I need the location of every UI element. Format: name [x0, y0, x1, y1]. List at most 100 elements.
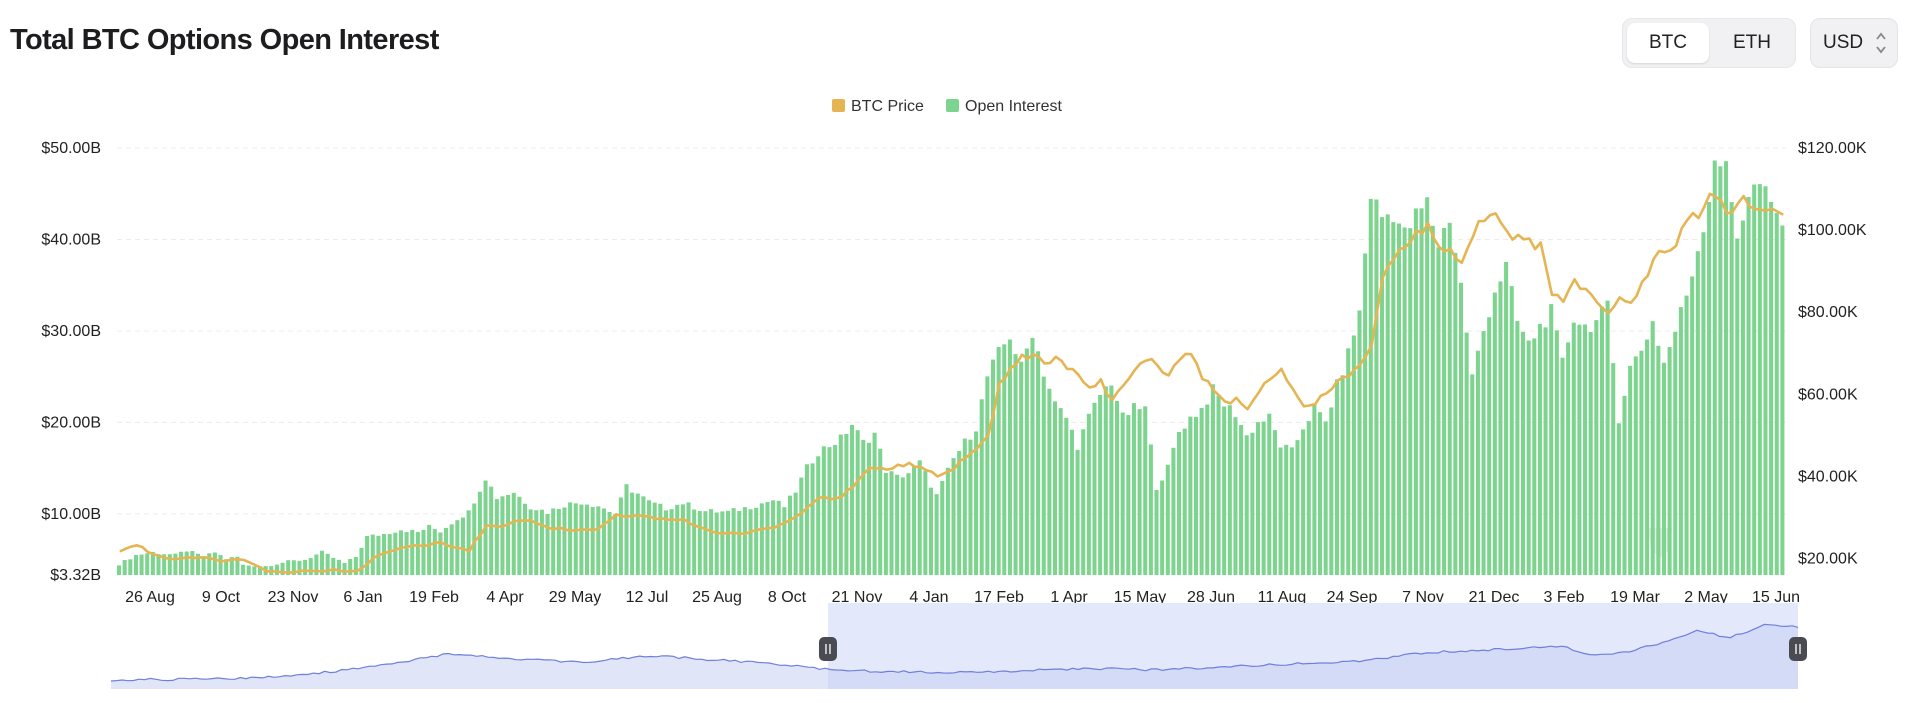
y-left-tick-label: $20.00B — [41, 414, 101, 431]
oi-bar — [866, 442, 871, 575]
btc-price-line — [119, 192, 1784, 574]
oi-bar — [1633, 356, 1638, 575]
oi-bar — [1086, 413, 1091, 575]
oi-bar — [1081, 429, 1086, 575]
oi-bar — [1103, 386, 1108, 575]
oi-bar — [974, 431, 979, 575]
oi-bar — [1543, 327, 1548, 575]
oi-bar — [1498, 281, 1503, 575]
x-axis: 26 Aug 9 Oct 23 Nov 6 Jan 19 Feb 4 Apr 29 May 1… — [125, 589, 1800, 606]
oi-bar — [1193, 416, 1199, 575]
oi-bar — [1216, 395, 1221, 575]
oi-bar — [1002, 344, 1007, 575]
oi-bar — [1458, 282, 1464, 575]
x-tick-label: 19 Mar — [1610, 589, 1660, 606]
oi-bar — [1622, 395, 1627, 575]
oi-bar — [562, 507, 567, 575]
oi-bar — [1030, 337, 1035, 575]
oi-bar — [573, 503, 578, 575]
x-tick-label: 19 Feb — [409, 589, 459, 606]
oi-bar — [1554, 330, 1559, 575]
oi-bar — [1289, 447, 1294, 575]
legend-item-open-interest[interactable]: Open Interest — [946, 98, 1062, 116]
oi-bar — [900, 477, 905, 575]
oi-bar — [1385, 214, 1390, 575]
oi-bar — [889, 471, 894, 575]
oi-bar — [1515, 321, 1520, 575]
oi-bar — [1098, 395, 1103, 575]
oi-bar — [1329, 407, 1334, 575]
oi-bar — [1464, 332, 1469, 575]
oi-bar — [1408, 228, 1413, 575]
oi-bar — [1526, 340, 1531, 575]
oi-bar — [669, 509, 674, 575]
oi-bar — [551, 508, 556, 575]
oi-bar — [1171, 447, 1176, 575]
oi-bar — [438, 532, 443, 575]
navigator-handle-right[interactable] — [1789, 637, 1807, 661]
oi-bar — [1492, 292, 1497, 575]
oi-bar — [928, 487, 934, 575]
oi-bar — [1334, 379, 1339, 575]
oi-bar — [1323, 421, 1328, 575]
oi-bar — [1616, 423, 1621, 575]
oi-bar — [833, 444, 838, 575]
oi-bar — [1177, 432, 1182, 575]
oi-bar — [1746, 196, 1751, 575]
oi-bar — [1520, 331, 1526, 575]
oi-bar — [1594, 320, 1599, 575]
oi-bar — [370, 534, 375, 575]
oi-bar — [190, 551, 195, 575]
oi-bar — [1718, 166, 1723, 575]
oi-bar — [173, 553, 178, 575]
x-tick-label: 9 Oct — [202, 589, 241, 606]
currency-select-value: USD — [1823, 32, 1864, 53]
oi-bar — [579, 504, 584, 575]
oi-bar — [1656, 345, 1661, 575]
oi-bar — [444, 527, 449, 575]
oi-bar — [303, 559, 308, 575]
oi-bar — [844, 433, 849, 575]
navigator-handle-left[interactable] — [818, 637, 837, 661]
oi-bar — [1368, 198, 1373, 575]
oi-bar — [353, 557, 358, 575]
oi-bar — [1255, 422, 1261, 575]
oi-bar — [647, 500, 652, 575]
handle-grip — [818, 637, 837, 661]
oi-bar — [460, 517, 466, 575]
oi-bar — [466, 510, 471, 575]
oi-bar — [1182, 428, 1187, 575]
oi-bar — [1481, 331, 1486, 575]
oi-bar — [1143, 406, 1148, 575]
oi-bar — [979, 399, 984, 575]
oi-bar — [1780, 225, 1785, 575]
oi-bar — [1148, 444, 1153, 575]
open-interest-bars — [117, 160, 1785, 576]
oi-bar — [962, 438, 967, 575]
oi-bar — [1120, 412, 1125, 575]
y-left-tick-label: $10.00B — [41, 506, 101, 523]
oi-bar — [737, 511, 742, 575]
asset-option-btc[interactable]: BTC — [1627, 23, 1709, 63]
x-tick-label: 17 Feb — [974, 589, 1024, 606]
y-axis-right: $20.00K $40.00K $60.00K $80.00K $100.00K $120… — [1798, 140, 1867, 568]
oi-bar — [280, 562, 285, 575]
x-tick-label: 2 May — [1684, 589, 1728, 606]
oi-bar — [1261, 421, 1266, 575]
asset-option-eth[interactable]: ETH — [1733, 32, 1771, 53]
oi-bar — [1363, 253, 1368, 575]
oi-bar — [252, 566, 257, 575]
oi-bar — [139, 554, 144, 575]
currency-select[interactable]: USD — [1810, 18, 1898, 68]
oi-bar — [1605, 300, 1610, 575]
oi-bar — [410, 529, 415, 575]
oi-bar — [1740, 220, 1745, 576]
oi-bar — [1757, 184, 1762, 575]
oi-bar — [122, 560, 127, 575]
legend-item-btc-price[interactable]: BTC Price — [832, 98, 924, 116]
oi-bar — [162, 554, 167, 575]
oi-bar — [1537, 323, 1542, 575]
y-axis-left: $3.32B $10.00B $20.00B $30.00B $40.00B $50.00… — [41, 140, 101, 584]
oi-bar — [1047, 388, 1052, 575]
oi-bar — [765, 502, 770, 575]
